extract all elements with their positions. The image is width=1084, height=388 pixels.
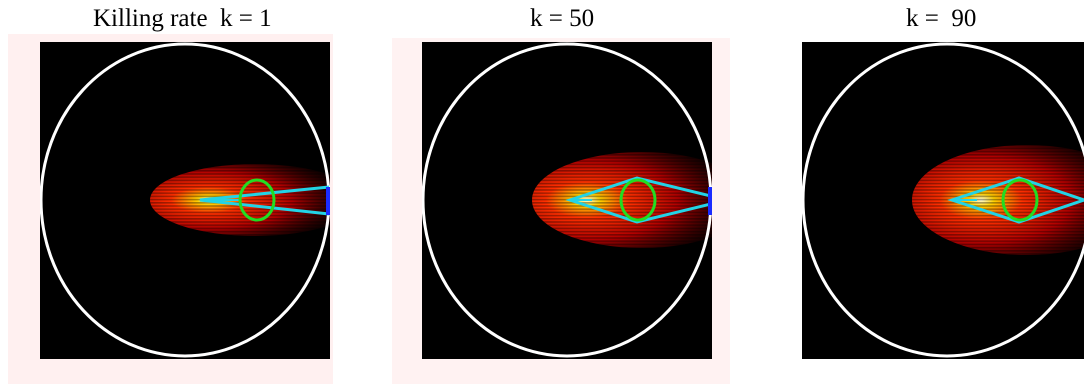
window-marker xyxy=(708,187,712,215)
field-panel-k1 xyxy=(40,42,330,359)
panel-title-k1: Killing rate k = 1 xyxy=(93,5,272,32)
target-circle xyxy=(238,178,276,222)
panel-title-k50: k = 50 xyxy=(530,5,595,32)
heat-stripes xyxy=(912,145,1084,255)
field-panel-k50 xyxy=(422,42,712,359)
field-plot-k90 xyxy=(802,42,1084,358)
cone-shape xyxy=(947,176,1084,224)
target-circle xyxy=(619,178,657,222)
panel-title-k90: k = 90 xyxy=(906,5,977,32)
field-plot-k50 xyxy=(422,42,712,358)
field-panel-k90 xyxy=(802,42,1084,359)
domain-boundary xyxy=(802,42,1084,358)
window-marker xyxy=(326,187,330,215)
field-plot-k1 xyxy=(40,42,330,358)
target-circle xyxy=(1001,178,1039,222)
